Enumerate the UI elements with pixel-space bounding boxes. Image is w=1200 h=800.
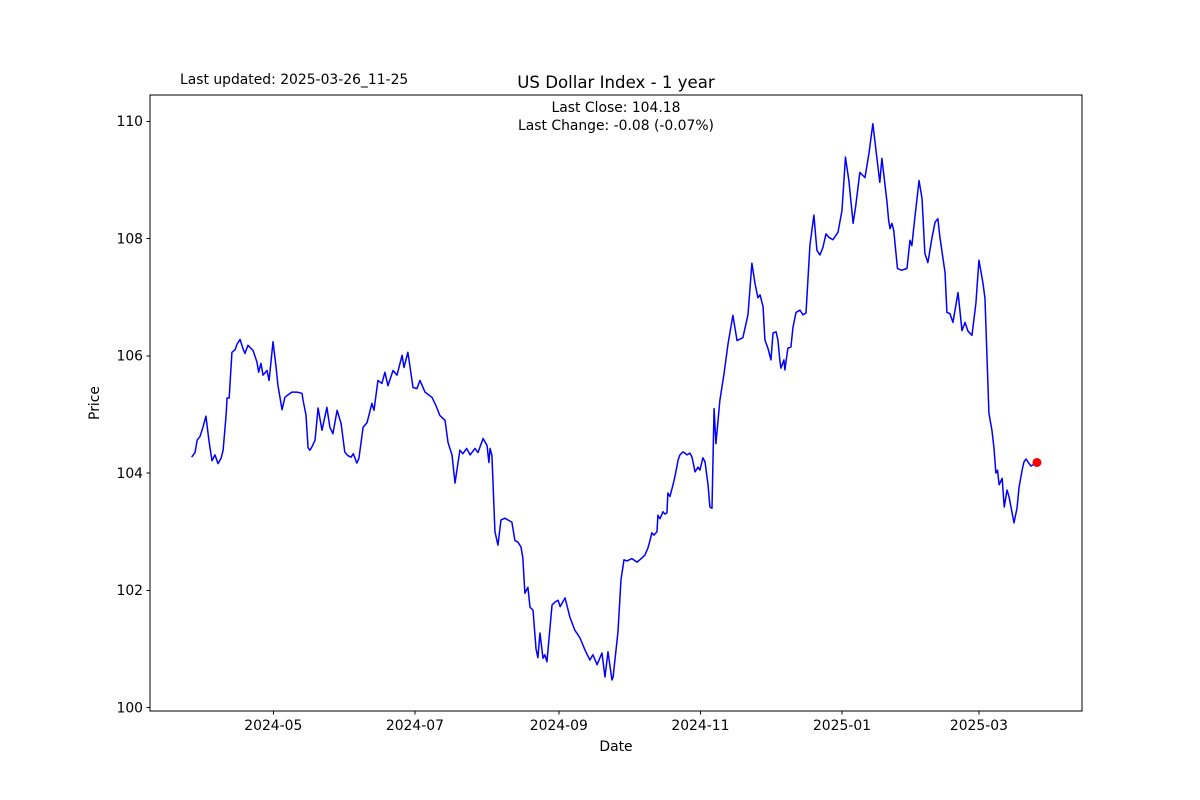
x-tick-label: 2025-03 <box>950 718 1008 734</box>
x-axis-ticks: 2024-05 2024-07 2024-09 2024-11 2025-01 2025-… <box>244 711 1008 734</box>
y-tick-label: 104 <box>116 466 143 482</box>
subtitle-last-close: Last Close: 104.18 <box>552 100 681 116</box>
plot-area <box>149 94 1083 712</box>
y-tick-label: 110 <box>116 114 143 130</box>
x-tick-label: 2024-07 <box>386 718 444 734</box>
y-tick-label: 100 <box>116 700 143 716</box>
last-updated-label: Last updated: 2025-03-26_11-25 <box>180 72 408 88</box>
x-tick-label: 2024-11 <box>671 718 729 734</box>
x-tick-label: 2024-05 <box>244 718 302 734</box>
price-line <box>191 122 1038 681</box>
y-tick-label: 106 <box>116 349 143 365</box>
subtitle-last-change: Last Change: -0.08 (-0.07%) <box>518 118 714 134</box>
x-axis-label: Date <box>599 739 632 755</box>
last-price-marker <box>1032 457 1042 467</box>
y-tick-label: 108 <box>116 231 143 247</box>
y-axis-label: Price <box>87 386 103 420</box>
chart-title: US Dollar Index - 1 year <box>517 73 715 92</box>
y-axis-ticks: 100 102 104 106 108 110 <box>116 114 150 716</box>
x-tick-label: 2025-01 <box>813 718 871 734</box>
y-tick-label: 102 <box>116 583 143 599</box>
x-tick-label: 2024-09 <box>530 718 588 734</box>
